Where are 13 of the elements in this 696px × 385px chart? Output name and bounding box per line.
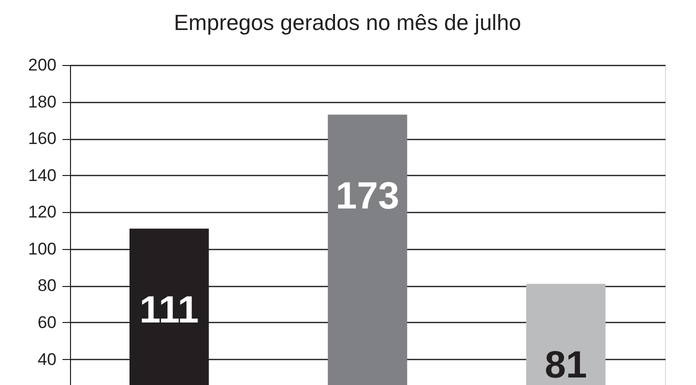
y-tick-label: 140 <box>28 166 56 185</box>
data-label: 111 <box>140 289 199 332</box>
y-tick-label: 80 <box>38 276 56 296</box>
y-tick-label: 60 <box>38 312 56 332</box>
y-tick-label: 40 <box>38 350 56 369</box>
data-label: 81 <box>544 344 587 385</box>
y-tick-label: 180 <box>28 92 56 112</box>
y-tick-label: 100 <box>28 239 56 258</box>
y-tick-label: 120 <box>28 202 56 222</box>
y-tick-label: 160 <box>28 129 56 148</box>
y-tick-label: 200 <box>28 56 56 74</box>
data-label: 173 <box>336 175 400 218</box>
chart-title: Empregos gerados no mês de julho <box>174 10 522 35</box>
